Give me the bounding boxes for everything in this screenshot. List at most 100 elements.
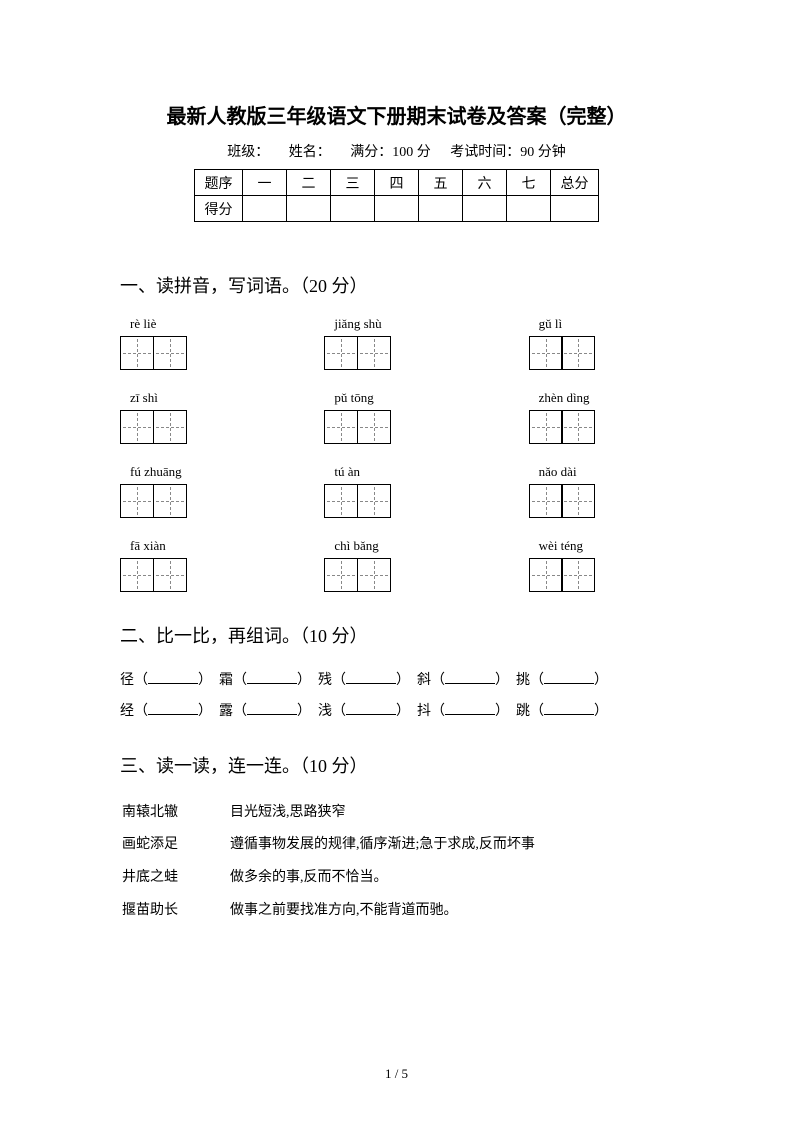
cell-label: 得分 (195, 196, 243, 222)
char-box (561, 558, 595, 592)
pinyin-item: zī shì (120, 390, 264, 444)
match-right: 目光短浅,思路狭窄 (230, 798, 535, 829)
compare-text: 径（ (120, 673, 148, 688)
cell: 七 (507, 170, 551, 196)
blank-line (346, 670, 396, 684)
pinyin-text: zī shì (130, 390, 158, 406)
char-boxes (529, 410, 594, 444)
compare-line-2: 经（） 露（） 浅（） 抖（） 跳（） (120, 697, 673, 728)
pinyin-item: rè liè (120, 316, 264, 370)
char-boxes (529, 558, 594, 592)
char-boxes (529, 484, 594, 518)
page-title: 最新人教版三年级语文下册期末试卷及答案（完整） (120, 100, 673, 129)
blank-line (544, 670, 594, 684)
blank-line (148, 670, 198, 684)
cell: 四 (375, 170, 419, 196)
table-row: 得分 (195, 196, 599, 222)
compare-text: ） (594, 673, 608, 688)
pinyin-item: wèi téng (529, 538, 673, 592)
cell-blank (375, 196, 419, 222)
char-boxes (120, 410, 185, 444)
compare-text: 经（ (120, 704, 148, 719)
match-left: 南辕北辙 (122, 798, 228, 829)
char-box (324, 410, 358, 444)
char-box (120, 558, 154, 592)
pinyin-item: fā xiàn (120, 538, 264, 592)
match-right: 做多余的事,反而不恰当。 (230, 863, 535, 894)
match-row: 井底之蛙做多余的事,反而不恰当。 (122, 863, 535, 894)
cell-blank (287, 196, 331, 222)
char-box (357, 336, 391, 370)
match-left: 画蛇添足 (122, 830, 228, 861)
cell-blank (331, 196, 375, 222)
char-box (561, 410, 595, 444)
char-box (529, 336, 563, 370)
cell-blank (243, 196, 287, 222)
char-box (120, 336, 154, 370)
compare-text: ） 霜（ (198, 673, 247, 688)
blank-line (346, 701, 396, 715)
cell: 二 (287, 170, 331, 196)
time-label: 考试时间：90 分钟 (450, 145, 566, 160)
pinyin-text: tú àn (334, 464, 360, 480)
char-box (561, 484, 595, 518)
pinyin-item: tú àn (324, 464, 468, 518)
page-number: 1 / 5 (0, 1066, 793, 1082)
cell-blank (419, 196, 463, 222)
match-right: 做事之前要找准方向,不能背道而驰。 (230, 896, 535, 927)
char-box (357, 410, 391, 444)
compare-text: ） 露（ (198, 704, 247, 719)
pinyin-item: nǎo dài (529, 464, 673, 518)
compare-text: ） 挑（ (495, 673, 544, 688)
char-box (324, 484, 358, 518)
pinyin-text: wèi téng (539, 538, 583, 554)
cell-total: 总分 (551, 170, 599, 196)
char-box (153, 410, 187, 444)
pinyin-item: pǔ tōng (324, 390, 468, 444)
cell: 一 (243, 170, 287, 196)
match-left: 井底之蛙 (122, 863, 228, 894)
pinyin-item: gǔ lì (529, 316, 673, 370)
compare-text: ） (594, 704, 608, 719)
table-row: 题序 一 二 三 四 五 六 七 总分 (195, 170, 599, 196)
char-box (529, 484, 563, 518)
pinyin-text: nǎo dài (539, 464, 577, 480)
char-box (153, 558, 187, 592)
pinyin-item: chì bǎng (324, 538, 468, 592)
compare-text: ） 抖（ (396, 704, 445, 719)
name-label: 姓名： (289, 145, 331, 160)
pinyin-text: jiǎng shù (334, 316, 381, 332)
char-boxes (324, 484, 389, 518)
char-box (120, 484, 154, 518)
pinyin-text: fú zhuāng (130, 464, 182, 480)
char-box (529, 410, 563, 444)
char-boxes (120, 558, 185, 592)
char-box (153, 336, 187, 370)
cell: 三 (331, 170, 375, 196)
char-boxes (324, 410, 389, 444)
compare-text: ） 斜（ (396, 673, 445, 688)
char-boxes (120, 336, 185, 370)
cell: 五 (419, 170, 463, 196)
pinyin-text: rè liè (130, 316, 156, 332)
class-label: 班级： (227, 145, 269, 160)
compare-line-1: 径（） 霜（） 残（） 斜（） 挑（） (120, 666, 673, 697)
char-box (357, 484, 391, 518)
full-score-label: 满分：100 分 (350, 145, 431, 160)
char-box (153, 484, 187, 518)
blank-line (544, 701, 594, 715)
char-box (561, 336, 595, 370)
section1-title: 一、读拼音，写词语。（20 分） (120, 272, 673, 298)
cell: 六 (463, 170, 507, 196)
pinyin-text: pǔ tōng (334, 390, 373, 406)
char-box (324, 558, 358, 592)
compare-text: ） 跳（ (495, 704, 544, 719)
blank-line (148, 701, 198, 715)
char-box (529, 558, 563, 592)
cell-blank (463, 196, 507, 222)
blank-line (247, 670, 297, 684)
pinyin-item: zhèn dìng (529, 390, 673, 444)
pinyin-item: fú zhuāng (120, 464, 264, 518)
char-boxes (120, 484, 185, 518)
section2-title: 二、比一比，再组词。（10 分） (120, 622, 673, 648)
